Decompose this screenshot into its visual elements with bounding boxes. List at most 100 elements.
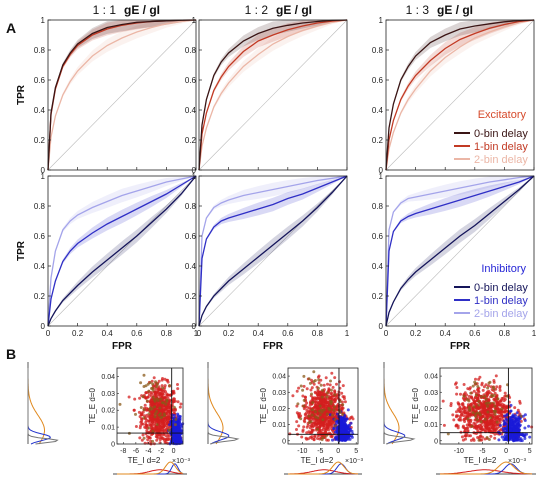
scatter-point bbox=[460, 435, 464, 439]
scatter-point bbox=[323, 429, 327, 433]
scatter-point bbox=[318, 393, 322, 397]
scatter-point bbox=[328, 383, 332, 387]
scatter-point bbox=[484, 420, 488, 424]
scatter-point bbox=[325, 412, 329, 416]
scatter-point bbox=[349, 421, 353, 425]
scatter-point bbox=[326, 382, 329, 386]
scatter-point bbox=[162, 437, 165, 441]
y-axis-label: TE_E d=0 bbox=[411, 388, 420, 424]
diagonal-reference bbox=[385, 175, 535, 327]
scatter-point bbox=[493, 398, 497, 402]
y-tick-label: 0.02 bbox=[424, 406, 438, 413]
scatter-point bbox=[511, 418, 515, 422]
diagonal-reference bbox=[198, 175, 348, 327]
scatter-point bbox=[492, 393, 496, 397]
scatter-point bbox=[172, 425, 176, 429]
scatter-point bbox=[466, 403, 470, 407]
scatter-point bbox=[486, 404, 490, 408]
scatter-point bbox=[309, 388, 313, 392]
scatter-point bbox=[310, 430, 314, 434]
scatter-point bbox=[147, 431, 151, 434]
scatter-point bbox=[492, 409, 496, 413]
scatter-point bbox=[523, 437, 527, 440]
scatter-point bbox=[340, 425, 344, 428]
axes-box bbox=[385, 175, 535, 327]
series-line-0 bbox=[47, 19, 197, 171]
scatter-point bbox=[141, 433, 145, 437]
x-axis-label: FPR bbox=[263, 341, 284, 352]
scatter-point bbox=[492, 387, 496, 391]
scatter-point bbox=[459, 430, 463, 434]
scatter-point bbox=[323, 402, 327, 406]
scatter-point bbox=[338, 417, 342, 421]
scatter-point bbox=[295, 389, 299, 393]
scatter-point bbox=[336, 405, 340, 408]
column-title-ratio: 1 : 3 bbox=[406, 3, 430, 17]
scatter-point bbox=[473, 400, 477, 404]
scatter-point bbox=[331, 385, 335, 389]
scatter-point bbox=[147, 426, 151, 430]
series-line-0 bbox=[385, 175, 535, 327]
y-tick-label: 0.2 bbox=[372, 136, 384, 145]
x-axis-label: TE_I d=2 bbox=[301, 456, 334, 465]
scatter-point bbox=[478, 375, 482, 379]
scatter-point bbox=[174, 417, 178, 421]
scatter-point bbox=[489, 416, 493, 420]
axes-box bbox=[439, 367, 533, 445]
scatter-point bbox=[502, 399, 506, 403]
scatter-point bbox=[496, 397, 500, 401]
scatter-point bbox=[149, 417, 153, 421]
scatter-point bbox=[473, 418, 477, 422]
scatter-point bbox=[318, 391, 322, 394]
x-tick-label: -4 bbox=[145, 448, 151, 455]
scatter-point bbox=[291, 394, 295, 398]
scatter-point bbox=[490, 409, 494, 413]
scatter-point bbox=[516, 416, 520, 420]
scatter-point bbox=[143, 403, 147, 407]
scatter-point bbox=[155, 423, 159, 427]
scatter-point bbox=[498, 386, 502, 390]
scatter-point bbox=[481, 408, 485, 412]
scatter-point bbox=[310, 435, 314, 439]
scatter-point bbox=[316, 434, 320, 438]
scatter-point bbox=[296, 402, 300, 406]
diagonal-reference bbox=[47, 19, 197, 171]
scatter-point bbox=[161, 386, 165, 390]
scatter-point bbox=[307, 377, 311, 381]
scatter-point bbox=[158, 424, 162, 428]
scatter-point bbox=[455, 410, 458, 414]
scatter-point bbox=[477, 399, 481, 403]
scatter-point bbox=[350, 429, 354, 433]
scatter-point bbox=[160, 428, 164, 432]
scatter-point bbox=[523, 426, 527, 430]
scatter-point bbox=[495, 394, 499, 398]
panel-label-a: A bbox=[6, 20, 16, 36]
scatter-point bbox=[513, 406, 517, 410]
scatter-point bbox=[320, 421, 324, 425]
scatter-point bbox=[314, 415, 318, 419]
scatter-panel-3: -10 -5 0 5 0 0.01 0.02 0.03 0.04 TE_E d=0 TE_I d=2… bbox=[383, 362, 536, 475]
scatter-point bbox=[147, 435, 151, 439]
column-title-2: 1 : 2 gE / gI bbox=[245, 3, 312, 17]
scatter-point bbox=[472, 405, 476, 409]
y-tick-label: 0.01 bbox=[424, 422, 438, 429]
scatter-point bbox=[457, 409, 461, 413]
scatter-point bbox=[152, 376, 156, 380]
scatter-point bbox=[505, 394, 509, 398]
scatter-point bbox=[508, 421, 512, 425]
x-tick-label: 0.4 bbox=[102, 329, 114, 338]
scatter-point bbox=[515, 435, 519, 438]
scatter-point bbox=[171, 433, 175, 437]
scatter-point bbox=[153, 405, 157, 409]
y-tick-label: 1 bbox=[379, 16, 384, 25]
y-tick-label: 0.04 bbox=[424, 374, 438, 381]
scatter-point bbox=[302, 398, 306, 402]
scatter-point bbox=[159, 416, 163, 420]
scatter-point bbox=[482, 385, 486, 389]
scatter-point bbox=[335, 382, 338, 386]
scatter-point bbox=[172, 397, 176, 401]
series-band-2 bbox=[199, 20, 347, 170]
scatter-point bbox=[484, 397, 488, 401]
scatter-point bbox=[481, 388, 485, 392]
scatter-point bbox=[155, 382, 159, 386]
